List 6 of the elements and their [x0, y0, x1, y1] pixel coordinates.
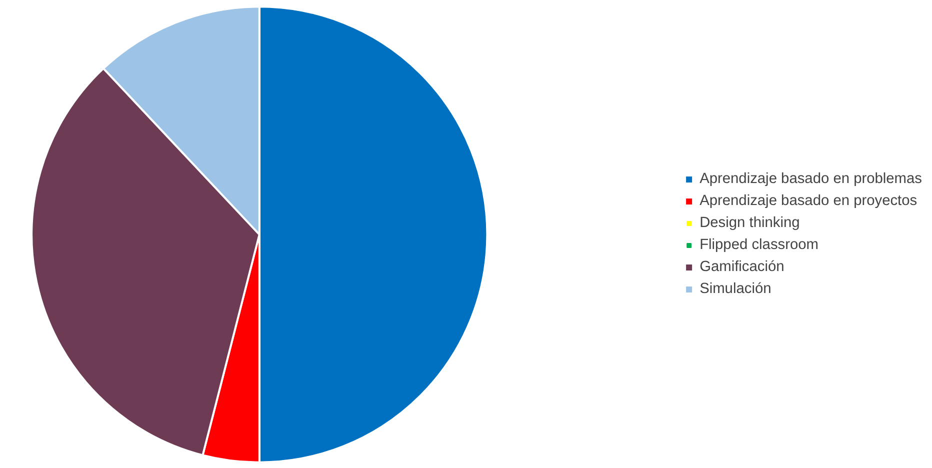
legend-label: Gamificación	[700, 259, 784, 275]
legend-label: Aprendizaje basado en problemas	[700, 171, 922, 187]
legend-label: Design thinking	[700, 215, 800, 231]
legend-label: Aprendizaje basado en proyectos	[700, 193, 918, 209]
legend-label: Flipped classroom	[700, 237, 818, 253]
legend-label: Simulación	[700, 281, 772, 297]
